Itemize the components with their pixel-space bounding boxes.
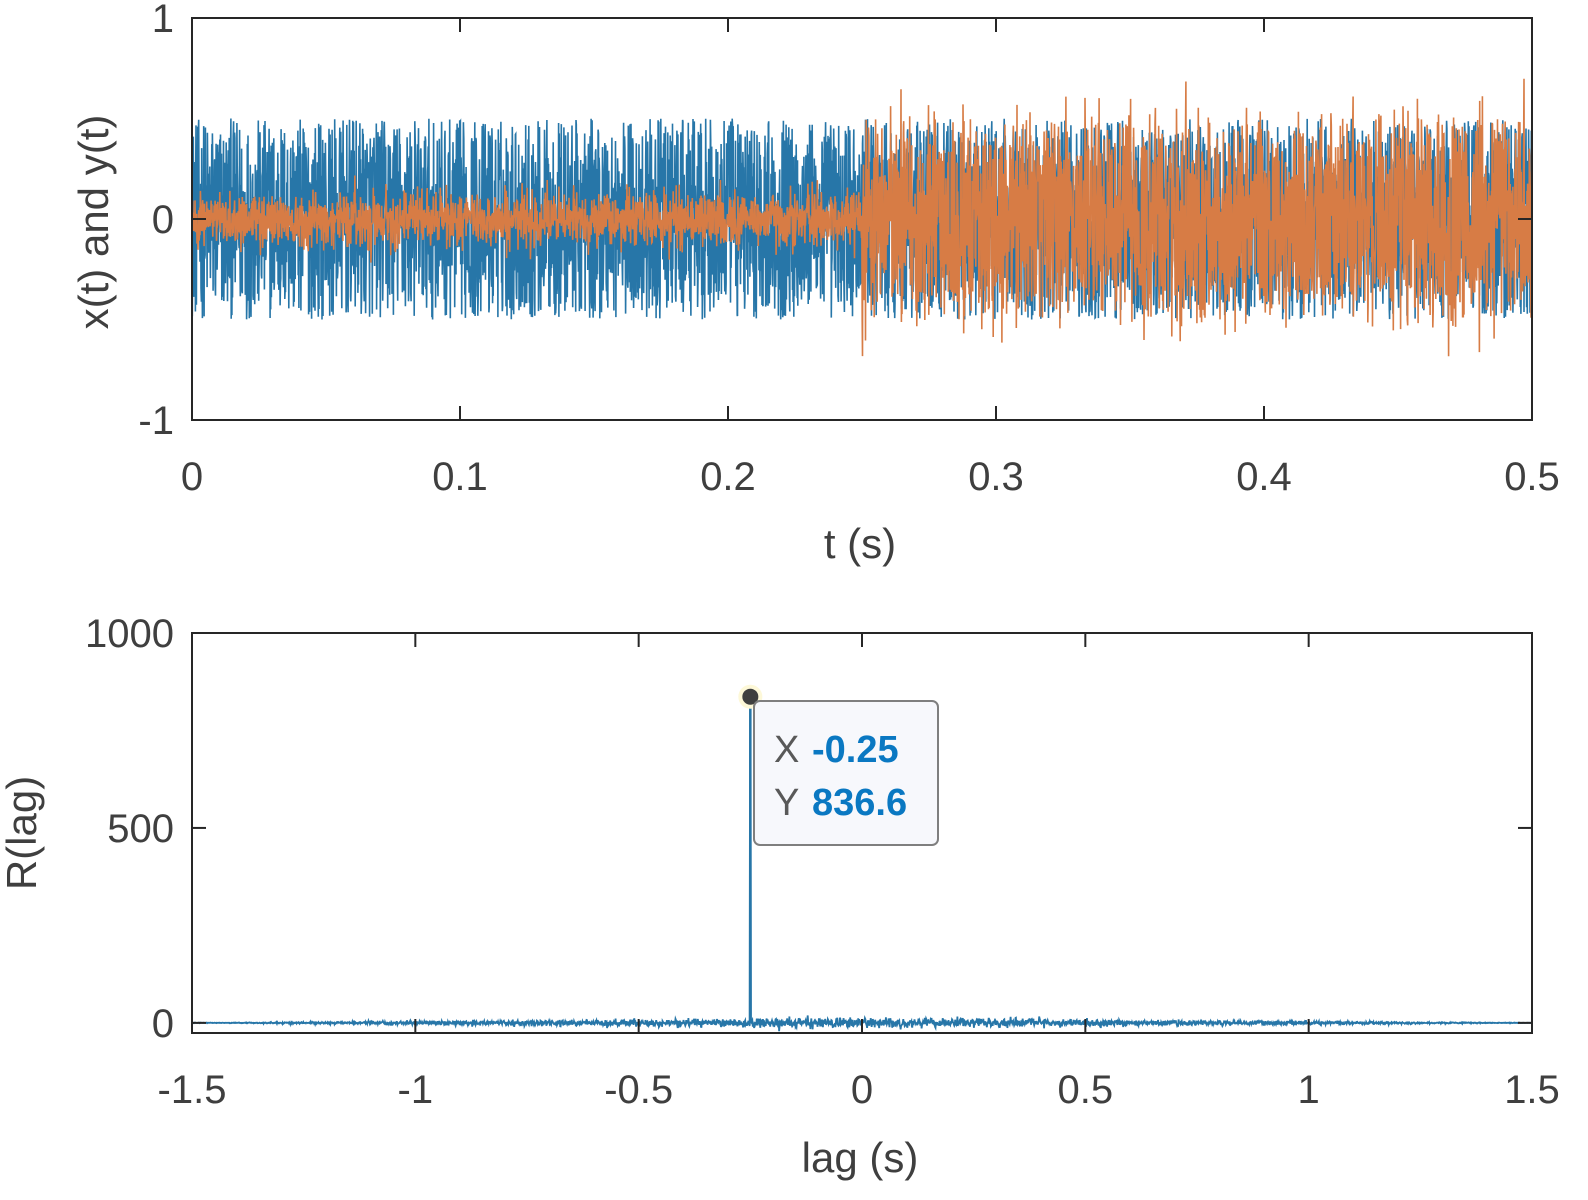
x-tick-label: 0 bbox=[851, 1068, 873, 1112]
datatip-y-value: 836.6 bbox=[812, 782, 907, 824]
datatip[interactable]: X -0.25 Y 836.6 bbox=[753, 700, 939, 846]
x-tick-label: -1 bbox=[398, 1068, 434, 1112]
x-tick-label: -1.5 bbox=[158, 1068, 227, 1112]
top-ylabel: x(t) and y(t) bbox=[70, 115, 117, 330]
y-tick-label: -1 bbox=[138, 399, 174, 443]
datatip-marker[interactable] bbox=[738, 684, 763, 709]
y-tick-label: 1 bbox=[152, 0, 174, 41]
x-tick-label: 0 bbox=[181, 455, 203, 499]
y-tick-label: 0 bbox=[152, 198, 174, 242]
axes-top: 0 0.1 0.2 0.3 0.4 0.5-101 bbox=[138, 0, 1559, 499]
y-tick-label: 500 bbox=[107, 807, 174, 851]
x-tick-label: 0.2 bbox=[700, 455, 756, 499]
datatip-x-value: -0.25 bbox=[812, 729, 899, 771]
datatip-box bbox=[753, 700, 939, 846]
datatip-x-label: X bbox=[774, 729, 799, 771]
x-tick-label: 0.3 bbox=[968, 455, 1024, 499]
bottom-ylabel: R(lag) bbox=[0, 776, 45, 890]
x-tick-label: 0.5 bbox=[1504, 455, 1560, 499]
x-tick-label: 0.4 bbox=[1236, 455, 1292, 499]
top-xlabel: t (s) bbox=[824, 520, 896, 567]
bottom-xlabel: lag (s) bbox=[802, 1134, 919, 1181]
x-tick-label: 0.5 bbox=[1058, 1068, 1114, 1112]
datatip-y-label: Y bbox=[774, 782, 799, 824]
x-tick-label: 0.1 bbox=[432, 455, 488, 499]
x-tick-label: 1 bbox=[1298, 1068, 1320, 1112]
y-tick-label: 0 bbox=[152, 1002, 174, 1046]
x-tick-label: -0.5 bbox=[604, 1068, 673, 1112]
x-tick-label: 1.5 bbox=[1504, 1068, 1560, 1112]
series-y-line bbox=[191, 78, 1533, 357]
axes-bottom: -1.5 -1 -0.5 0 0.5 1 1.5 0 1000 500 bbox=[85, 612, 1560, 1112]
y-tick-label: 1000 bbox=[85, 612, 174, 656]
